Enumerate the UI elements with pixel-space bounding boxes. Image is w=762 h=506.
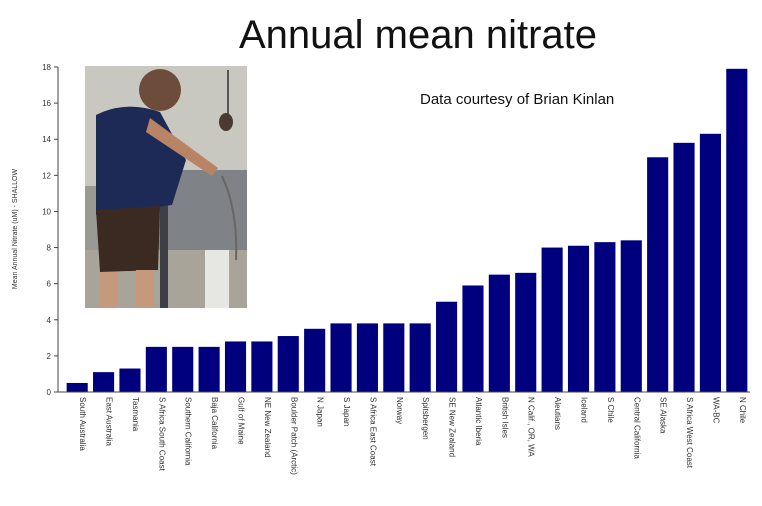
person-on-boat-photo: [85, 66, 247, 308]
bar: [673, 142, 695, 392]
bar: [488, 274, 510, 392]
y-tick-label: 6: [47, 280, 52, 289]
category-labels: South Australia East Australia Tasmania S A…: [78, 397, 747, 475]
bar: [304, 328, 326, 392]
y-axis-label: Mean Annual Nitrate (uM) - SHALLOW: [12, 169, 19, 290]
y-tick-label: 16: [42, 99, 51, 108]
x-category-label: Gulf of Maine: [237, 397, 246, 445]
bar: [594, 242, 616, 392]
bar: [251, 341, 273, 392]
x-category-label: N Japan: [316, 397, 325, 427]
bar: [462, 285, 484, 392]
y-tick-label: 18: [42, 63, 51, 72]
bar: [66, 382, 88, 392]
bar: [224, 341, 247, 392]
x-category-label: South Australia: [78, 397, 87, 451]
bar: [277, 336, 299, 392]
y-axis: 0 2 4 6 8 10 12 14 16 18: [42, 63, 59, 397]
x-category-label: N Calif., OR, WA: [527, 397, 536, 457]
bar: [699, 133, 721, 393]
y-tick-label: 10: [42, 207, 51, 216]
x-category-label: Central California: [632, 397, 641, 459]
y-tick-label: 2: [47, 352, 52, 361]
bar: [647, 157, 669, 392]
bar: [620, 240, 642, 392]
x-category-label: WA-BC: [711, 397, 720, 424]
x-category-label: Norway: [395, 397, 404, 424]
bar: [330, 323, 352, 392]
x-category-label: Spitsbergen: [421, 397, 430, 440]
bar: [198, 346, 220, 392]
bar: [515, 272, 537, 392]
x-category-label: SE Alaska: [659, 397, 668, 434]
x-category-label: Southern California: [184, 397, 193, 466]
bar: [93, 372, 115, 392]
y-tick-label: 0: [47, 388, 52, 397]
x-category-label: Tasmania: [131, 397, 140, 432]
x-category-label: N Chile: [738, 397, 747, 424]
bar: [383, 323, 405, 392]
x-category-label: SE New Zealand: [448, 397, 457, 457]
bar: [436, 301, 458, 392]
y-tick-label: 12: [42, 171, 51, 180]
bar: [356, 323, 378, 392]
x-category-label: Iceland: [580, 397, 589, 423]
x-category-label: S Japan: [342, 397, 351, 426]
x-category-label: East Australia: [105, 397, 114, 446]
y-tick-label: 14: [42, 135, 51, 144]
x-category-label: British Isles: [500, 397, 509, 438]
chart-title: Annual mean nitrate: [239, 13, 597, 57]
x-category-label: NE New Zealand: [263, 397, 272, 457]
bars-group: [66, 68, 748, 393]
x-category-label: Atlantic Iberia: [474, 397, 483, 446]
x-category-label: Baja California: [210, 397, 219, 450]
x-category-label: S Africa East Coast: [368, 397, 377, 467]
bar: [541, 247, 563, 392]
bar: [119, 368, 141, 392]
x-category-label: Boulder Patch (Arctic): [289, 397, 298, 475]
y-tick-label: 4: [47, 316, 52, 325]
bar: [145, 346, 167, 392]
x-category-label: S Chile: [606, 397, 615, 423]
bar: [172, 346, 194, 392]
bar: [567, 245, 590, 392]
data-credit-annotation: Data courtesy of Brian Kinlan: [420, 91, 614, 108]
bar: [409, 323, 431, 392]
y-tick-label: 8: [47, 244, 52, 253]
x-category-label: S Africa West Coast: [685, 397, 694, 469]
x-category-label: Aleutians: [553, 397, 562, 430]
bar: [726, 68, 748, 393]
x-category-label: S Africa South Coast: [157, 397, 166, 472]
